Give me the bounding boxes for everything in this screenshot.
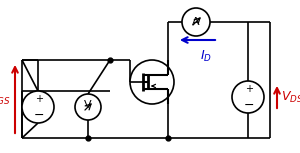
Text: −: −	[244, 99, 254, 112]
Text: $I_D$: $I_D$	[200, 49, 211, 64]
Text: −: −	[34, 108, 44, 121]
Text: A: A	[192, 17, 200, 27]
Text: $V_{DS}$: $V_{DS}$	[281, 90, 300, 104]
Text: $V_{GS}$: $V_{GS}$	[0, 91, 11, 106]
Circle shape	[130, 60, 174, 104]
Circle shape	[22, 91, 54, 123]
Circle shape	[182, 8, 210, 36]
Text: V: V	[84, 100, 92, 110]
Text: +: +	[245, 84, 253, 94]
Text: +: +	[35, 94, 43, 104]
Circle shape	[75, 94, 101, 120]
Circle shape	[232, 81, 264, 113]
